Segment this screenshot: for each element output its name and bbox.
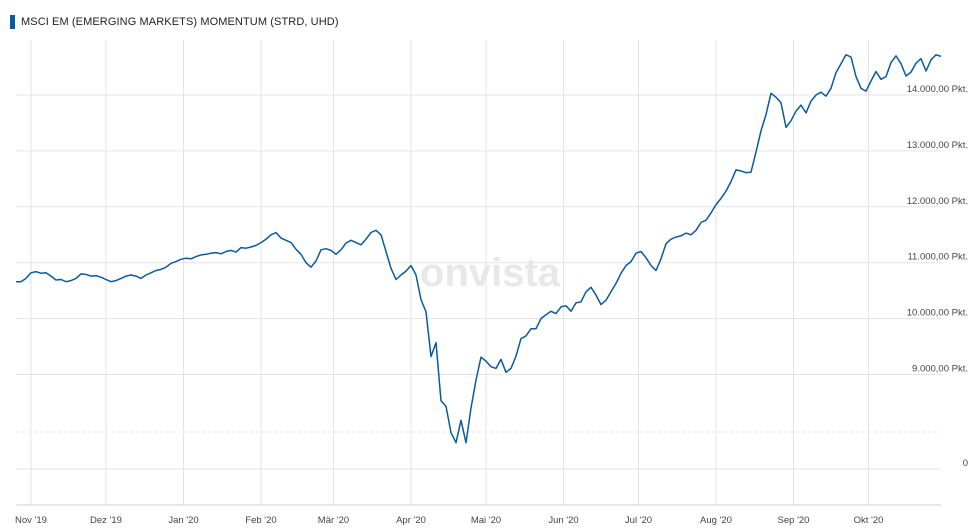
chart-title-wrap: MSCI EM (EMERGING MARKETS) MOMENTUM (STR… [10,14,339,30]
x-tick-label: Sep '20 [778,515,810,526]
y-axis-ticks: 0 9.000,00 Pkt. 10.000,00 Pkt. 11.000,00 Pk… [907,84,968,469]
x-axis-ticks: Nov '19 Dez '19 Jan '20 Feb '20 Mär '20 Apr '… [15,515,883,526]
x-tick-label: Apr '20 [396,515,426,526]
x-tick-label: Mai '20 [471,515,501,526]
title-accent-bar [10,15,15,29]
series-line [16,54,942,444]
x-tick-label: Okt '20 [854,515,884,526]
x-tick-label: Mär '20 [318,515,349,526]
watermark: onvista [420,251,561,295]
x-tick-label: Feb '20 [245,515,276,526]
y-tick-label: 14.000,00 Pkt. [907,84,968,95]
chart-title: MSCI EM (EMERGING MARKETS) MOMENTUM (STR… [21,16,339,28]
y-tick-label: 13.000,00 Pkt. [907,140,968,151]
y-tick-label: 11.000,00 Pkt. [907,252,968,263]
x-tick-label: Jun '20 [548,515,578,526]
x-tick-label: Nov '19 [15,515,47,526]
y-tick-label: 12.000,00 Pkt. [907,196,968,207]
x-tick-label: Aug '20 [700,515,732,526]
y-tick-label: 9.000,00 Pkt. [912,364,968,375]
x-tick-label: Jul '20 [625,515,652,526]
y-tick-label: 0 [963,458,968,469]
series-group [16,54,942,444]
x-tick-label: Jan '20 [168,515,198,526]
x-tick-label: Dez '19 [90,515,122,526]
y-tick-label: 10.000,00 Pkt. [907,308,968,319]
